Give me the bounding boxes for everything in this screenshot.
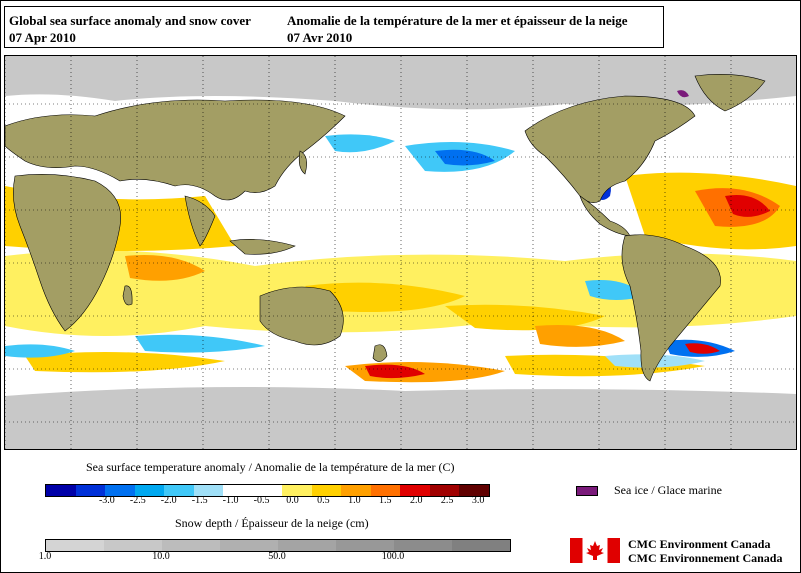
sst-swatch bbox=[193, 485, 223, 496]
sst-tick-label: 0.0 bbox=[286, 495, 299, 506]
sst-legend-title: Sea surface temperature anomaly / Anomal… bbox=[86, 460, 455, 474]
indonesia bbox=[229, 239, 296, 255]
sst-tick-label: -2.5 bbox=[129, 495, 146, 506]
sst-swatch bbox=[134, 485, 164, 496]
graticule bbox=[5, 56, 796, 449]
eurasia bbox=[5, 99, 346, 201]
sst-swatch bbox=[252, 485, 282, 496]
sst-tick-label: 1.0 bbox=[348, 495, 361, 506]
snow-tick-label: 10.0 bbox=[152, 551, 170, 562]
snow-swatch bbox=[394, 540, 452, 551]
snow-tick-label: 1.0 bbox=[38, 551, 52, 562]
sst-tick-label: 3.0 bbox=[471, 495, 485, 506]
snow-swatch bbox=[278, 540, 336, 551]
sst-swatch bbox=[400, 485, 430, 496]
sst-swatch bbox=[164, 485, 194, 496]
snow-swatch bbox=[46, 540, 104, 551]
snow-swatch bbox=[336, 540, 394, 551]
sea-ice-patch bbox=[677, 90, 689, 98]
south-america bbox=[621, 234, 721, 382]
sst-tick-label: -2.0 bbox=[160, 495, 177, 506]
sst-tick-label: -0.5 bbox=[253, 495, 270, 506]
antarctica-snow bbox=[5, 387, 796, 449]
snow-swatch bbox=[104, 540, 162, 551]
madagascar bbox=[122, 285, 133, 306]
sst-swatch bbox=[46, 485, 76, 496]
agency-line2: CMC Environnement Canada bbox=[628, 551, 783, 565]
title-fr-line2: 07 Avr 2010 bbox=[287, 30, 353, 45]
snow-legend-title: Snow depth / Épaisseur de la neige (cm) bbox=[175, 516, 369, 530]
sst-anomaly-field bbox=[5, 134, 796, 383]
sst-swatch bbox=[370, 485, 400, 496]
sst-swatch bbox=[223, 485, 253, 496]
agency-credit: CMC Environment Canada CMC Environnement… bbox=[628, 537, 782, 565]
sst-swatch bbox=[75, 485, 105, 496]
sst-tick-label: -1.5 bbox=[191, 495, 208, 506]
sst-swatch bbox=[459, 485, 489, 496]
snow-color-bar bbox=[45, 539, 511, 552]
snow-swatch bbox=[162, 540, 220, 551]
title-en-line1: Global sea surface anomaly and snow cove… bbox=[9, 13, 251, 28]
title-french: Anomalie de la température de la mer et … bbox=[287, 12, 627, 46]
snow-tick-label: 50.0 bbox=[268, 551, 286, 562]
north-america bbox=[524, 95, 696, 203]
title-english: Global sea surface anomaly and snow cove… bbox=[9, 12, 251, 46]
sea-ice-label: Sea ice / Glace marine bbox=[614, 483, 722, 497]
arctic-snow bbox=[5, 56, 796, 110]
world-map bbox=[4, 55, 797, 450]
sst-swatch bbox=[429, 485, 459, 496]
india bbox=[184, 195, 216, 247]
sst-tick-label: 1.5 bbox=[379, 495, 392, 506]
sst-tick-label: 2.5 bbox=[440, 495, 454, 506]
new-zealand bbox=[372, 344, 388, 362]
land-masses bbox=[5, 74, 766, 382]
sst-tick-label: 0.5 bbox=[317, 495, 330, 506]
greenland bbox=[694, 74, 766, 112]
snow-swatch bbox=[452, 540, 510, 551]
sst-color-bar bbox=[45, 484, 490, 497]
sst-swatch bbox=[105, 485, 135, 496]
title-box: Global sea surface anomaly and snow cove… bbox=[4, 6, 664, 48]
sst-tick-label: -1.0 bbox=[222, 495, 239, 506]
sst-tick-labels: -3.0 -2.5 -2.0 -1.5 -1.0 -0.5 0.0 0.5 1.0 1.5 2.0 2… bbox=[45, 495, 509, 511]
sea-ice-swatch bbox=[576, 486, 598, 496]
canada-flag-icon bbox=[570, 538, 620, 563]
snow-swatch bbox=[220, 540, 278, 551]
africa bbox=[13, 174, 122, 332]
map-svg bbox=[5, 56, 796, 449]
sst-swatch bbox=[311, 485, 341, 496]
sst-tick-label: 2.0 bbox=[409, 495, 423, 506]
agency-line1: CMC Environment Canada bbox=[628, 537, 771, 551]
title-fr-line1: Anomalie de la température de la mer et … bbox=[287, 13, 628, 28]
snow-tick-label: 100.0 bbox=[381, 551, 405, 562]
sst-swatch bbox=[341, 485, 371, 496]
sst-tick-label: -3.0 bbox=[98, 495, 115, 506]
sst-swatch bbox=[282, 485, 312, 496]
snow-tick-labels: 1.0 10.0 50.0 100.0 bbox=[39, 551, 509, 567]
title-en-line2: 07 Apr 2010 bbox=[9, 30, 76, 45]
